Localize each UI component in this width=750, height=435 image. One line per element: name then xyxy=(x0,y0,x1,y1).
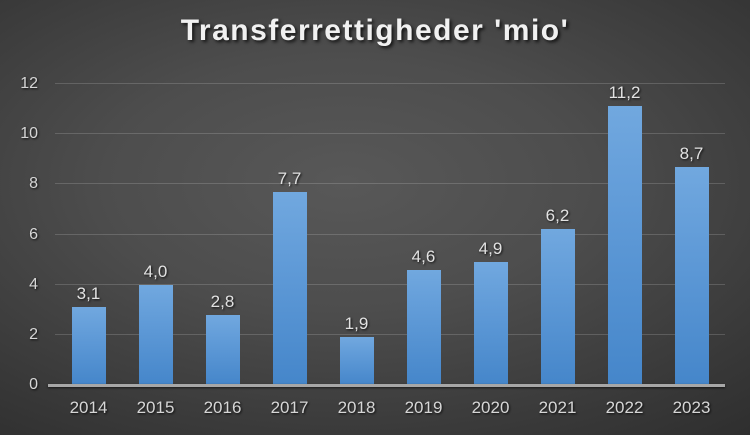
x-axis-tick-label: 2018 xyxy=(337,398,376,417)
bar-value-label: 6,2 xyxy=(545,206,570,226)
bar-slot: 4,9 xyxy=(457,84,524,385)
bar-value-label: 3,1 xyxy=(76,284,101,304)
x-axis-tick-label: 2023 xyxy=(672,398,711,417)
gridline xyxy=(55,283,725,285)
gridline xyxy=(55,133,725,135)
bar-slot: 7,7 xyxy=(256,84,323,385)
plot-area: 3,1 4,0 2,8 7,7 1,9 4,6 4,9 6,2 11,2 8,7 xyxy=(55,83,725,385)
x-axis: 2014 2015 2016 2017 2018 2019 2020 2021 2022 2023 xyxy=(55,398,725,418)
y-axis: 0 2 4 6 8 10 12 xyxy=(0,76,38,393)
x-axis-tick-label: 2019 xyxy=(404,398,443,417)
x-axis-tick-label: 2014 xyxy=(69,398,108,417)
bar-value-label: 4,0 xyxy=(143,261,168,281)
x-axis-tick-label: 2020 xyxy=(471,398,510,417)
gridline xyxy=(55,183,725,185)
bar-value-label: 4,9 xyxy=(478,239,503,259)
bar xyxy=(71,307,106,385)
y-axis-tick-label: 10 xyxy=(20,125,38,143)
bar xyxy=(205,314,240,385)
bar xyxy=(607,106,642,385)
bar xyxy=(473,262,508,385)
bar-slot: 1,9 xyxy=(323,84,390,385)
x-axis-line xyxy=(48,384,725,387)
bar-value-label: 2,8 xyxy=(210,291,235,311)
bar xyxy=(138,284,173,385)
bar xyxy=(406,269,441,385)
chart-title: Transferrettigheder 'mio' xyxy=(180,14,570,47)
bar-slot: 11,2 xyxy=(591,84,658,385)
bar-value-label: 1,9 xyxy=(344,314,369,334)
y-axis-tick-label: 12 xyxy=(20,75,38,92)
bar-slot: 2,8 xyxy=(189,84,256,385)
bar-slot: 3,1 xyxy=(55,84,122,385)
bar xyxy=(339,337,374,385)
y-axis-tick-label: 8 xyxy=(29,175,38,193)
bar-value-label: 8,7 xyxy=(679,143,704,163)
bar-slot: 8,7 xyxy=(658,84,725,385)
x-axis-tick-label: 2015 xyxy=(136,398,175,417)
bar-value-label: 7,7 xyxy=(277,168,302,188)
gridline xyxy=(55,233,725,235)
x-axis-tick-label: 2022 xyxy=(605,398,644,417)
y-axis-tick-label: 2 xyxy=(29,325,38,343)
bar xyxy=(674,166,709,385)
bar-value-label: 11,2 xyxy=(608,83,641,102)
bar xyxy=(540,229,575,385)
gridline xyxy=(55,83,725,84)
bar xyxy=(272,191,307,385)
x-axis-tick-label: 2017 xyxy=(270,398,309,417)
bar-slot: 4,6 xyxy=(390,84,457,385)
y-axis-tick-label: 0 xyxy=(29,376,38,393)
bar-value-label: 4,6 xyxy=(411,246,436,266)
y-axis-tick-label: 6 xyxy=(29,225,38,243)
bar-slot: 6,2 xyxy=(524,84,591,385)
x-axis-tick-label: 2016 xyxy=(203,398,242,417)
bar-series: 3,1 4,0 2,8 7,7 1,9 4,6 4,9 6,2 11,2 8,7 xyxy=(55,84,725,385)
bar-slot: 4,0 xyxy=(122,84,189,385)
x-axis-tick-label: 2021 xyxy=(538,398,577,417)
y-axis-tick-label: 4 xyxy=(29,275,38,293)
gridline xyxy=(55,333,725,335)
